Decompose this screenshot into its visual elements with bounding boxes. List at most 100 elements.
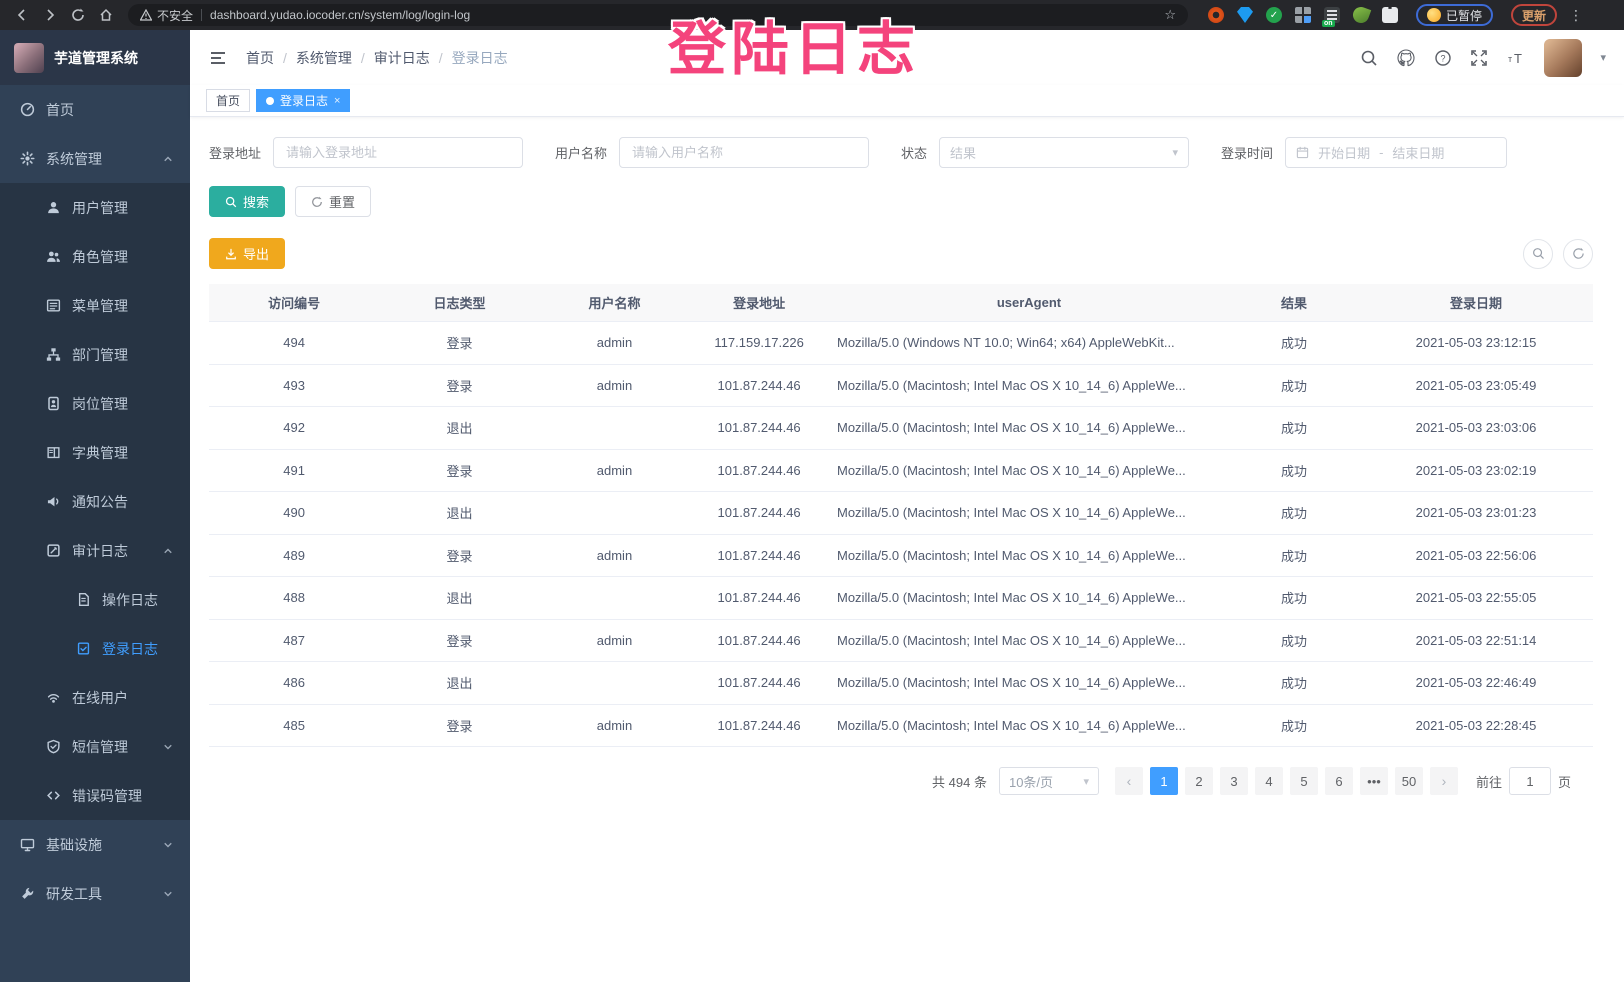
table-cell: 退出	[446, 506, 473, 522]
sidebar-item[interactable]: 部门管理	[0, 330, 190, 379]
bookmark-star-icon[interactable]: ☆	[1164, 7, 1176, 22]
url-text[interactable]: dashboard.yudao.iocoder.cn/system/log/lo…	[210, 8, 471, 22]
hamburger-icon[interactable]	[208, 48, 228, 68]
extension-icon[interactable]: on	[1322, 7, 1340, 27]
tab-active[interactable]: 登录日志 ×	[256, 89, 351, 112]
table-row[interactable]: 492 退出 101.87.244.46 Mozilla/5.0 (Macintosh…	[209, 407, 1593, 450]
filter-login-time: 登录时间 开始日期 - 结束日期	[1221, 137, 1508, 168]
date-separator: -	[1379, 145, 1384, 160]
table-cell: 485	[283, 717, 305, 733]
sidebar-item[interactable]: 岗位管理	[0, 379, 190, 428]
table-row[interactable]: 490 退出 101.87.244.46 Mozilla/5.0 (Macintosh…	[209, 492, 1593, 535]
column-header: 日志类型	[433, 296, 486, 311]
table-row[interactable]: 488 退出 101.87.244.46 Mozilla/5.0 (Macintosh…	[209, 577, 1593, 620]
sidebar-item[interactable]: 通知公告	[0, 477, 190, 526]
table-cell: 登录	[446, 378, 473, 394]
table-mini-actions	[1523, 238, 1593, 269]
not-secure-chip[interactable]: 不安全	[140, 7, 193, 24]
page-button[interactable]: 5	[1289, 767, 1318, 795]
breadcrumb-item[interactable]: 审计日志	[373, 49, 430, 66]
page-size-select[interactable]: 10条/页 ▾	[998, 767, 1099, 795]
search-button[interactable]: 搜索	[209, 186, 286, 217]
login-address-input[interactable]	[273, 137, 524, 168]
reset-button[interactable]: 重置	[295, 186, 372, 217]
extension-icon[interactable]	[1237, 7, 1253, 23]
sidebar-item-label: 短信管理	[72, 738, 128, 755]
status-select[interactable]: 结果 ▾	[939, 137, 1190, 168]
avatar[interactable]	[1544, 38, 1583, 77]
table-row[interactable]: 494 登录 admin 117.159.17.226 Mozilla/5.0 (Win…	[209, 322, 1593, 365]
chevron-down-icon[interactable]: ▾	[1600, 52, 1606, 64]
profile-paused-pill[interactable]: 已暂停	[1416, 4, 1494, 26]
extension-icon[interactable]: ✓	[1266, 7, 1282, 23]
table-row[interactable]: 491 登录 admin 101.87.244.46 Mozilla/5.0 (Maci…	[209, 449, 1593, 492]
sidebar-item-label: 基础设施	[46, 836, 102, 853]
sidebar-item[interactable]: 菜单管理	[0, 281, 190, 330]
sidebar-item[interactable]: 短信管理	[0, 722, 190, 771]
extensions-puzzle-icon[interactable]	[1382, 7, 1398, 23]
table-cell: 487	[283, 632, 305, 648]
sidebar-item[interactable]: 角色管理	[0, 232, 190, 281]
close-icon[interactable]: ×	[334, 94, 341, 107]
help-icon[interactable]: ?	[1434, 49, 1452, 67]
sidebar-item[interactable]: 操作日志	[0, 575, 190, 624]
sidebar-item[interactable]: 首页	[0, 85, 190, 134]
browser-forward-icon[interactable]	[38, 3, 62, 27]
page-button[interactable]: 1	[1149, 767, 1178, 795]
browser-reload-icon[interactable]	[66, 3, 90, 27]
browser-update-button[interactable]: 更新	[1511, 4, 1558, 26]
page-button[interactable]: 2	[1184, 767, 1213, 795]
page-button[interactable]: 6	[1324, 767, 1353, 795]
toggle-search-icon[interactable]	[1523, 238, 1553, 269]
sidebar-item[interactable]: 登录日志	[0, 624, 190, 673]
sidebar-item[interactable]: 在线用户	[0, 673, 190, 722]
page-ellipsis[interactable]: •••	[1359, 767, 1388, 795]
prev-page-button[interactable]: ‹	[1114, 767, 1143, 795]
table-row[interactable]: 486 退出 101.87.244.46 Mozilla/5.0 (Macintosh…	[209, 662, 1593, 705]
extension-icon[interactable]	[1350, 4, 1372, 26]
refresh-table-icon[interactable]	[1563, 238, 1593, 269]
address-bar[interactable]: 不安全 dashboard.yudao.iocoder.cn/system/lo…	[128, 4, 1188, 26]
page-button[interactable]: 3	[1219, 767, 1248, 795]
table-row[interactable]: 487 登录 admin 101.87.244.46 Mozilla/5.0 (Maci…	[209, 619, 1593, 662]
export-button[interactable]: 导出	[209, 238, 286, 269]
goto-page-input[interactable]	[1508, 767, 1551, 795]
github-icon[interactable]	[1396, 48, 1416, 68]
extension-icon[interactable]	[1295, 7, 1311, 23]
table-cell: admin	[596, 335, 633, 351]
login-log-icon	[76, 641, 91, 656]
table-row[interactable]: 485 登录 admin 101.87.244.46 Mozilla/5.0 (Maci…	[209, 704, 1593, 747]
tab-view[interactable]: 首页	[206, 89, 251, 112]
sidebar-item[interactable]: 研发工具	[0, 869, 190, 918]
browser-menu-icon[interactable]: ⋮	[1569, 6, 1584, 23]
update-label: 更新	[1522, 8, 1547, 23]
search-icon[interactable]	[1360, 49, 1378, 67]
date-range-picker[interactable]: 开始日期 - 结束日期	[1285, 137, 1508, 168]
sidebar-item[interactable]: 基础设施	[0, 820, 190, 869]
table-row[interactable]: 489 登录 admin 101.87.244.46 Mozilla/5.0 (Maci…	[209, 534, 1593, 577]
chevron-up-icon	[162, 153, 174, 165]
online-users-icon	[46, 690, 61, 705]
sidebar-item[interactable]: 错误码管理	[0, 771, 190, 820]
browser-home-icon[interactable]	[94, 3, 118, 27]
browser-back-icon[interactable]	[10, 3, 34, 27]
extension-icon[interactable]	[1208, 7, 1224, 23]
fullscreen-icon[interactable]	[1470, 49, 1488, 67]
page-button[interactable]: 4	[1254, 767, 1283, 795]
sidebar-item[interactable]: 字典管理	[0, 428, 190, 477]
sidebar-item[interactable]: 系统管理	[0, 134, 190, 183]
table-row[interactable]: 493 登录 admin 101.87.244.46 Mozilla/5.0 (Maci…	[209, 364, 1593, 407]
page-button[interactable]: 50	[1394, 767, 1423, 795]
breadcrumb-item[interactable]: 首页	[246, 49, 274, 66]
sidebar-item-label: 角色管理	[72, 248, 128, 265]
breadcrumb-item[interactable]: 系统管理	[295, 49, 352, 66]
filter-actions: 搜索 重置	[209, 186, 1593, 217]
next-page-button[interactable]: ›	[1429, 767, 1458, 795]
username-input[interactable]	[619, 137, 870, 168]
sidebar-item-label: 操作日志	[102, 591, 158, 608]
table-cell: 101.87.244.46	[717, 590, 801, 606]
sidebar-item[interactable]: 审计日志	[0, 526, 190, 575]
sidebar-logo-row[interactable]: 芋道管理系统	[0, 30, 190, 85]
sidebar-item[interactable]: 用户管理	[0, 183, 190, 232]
